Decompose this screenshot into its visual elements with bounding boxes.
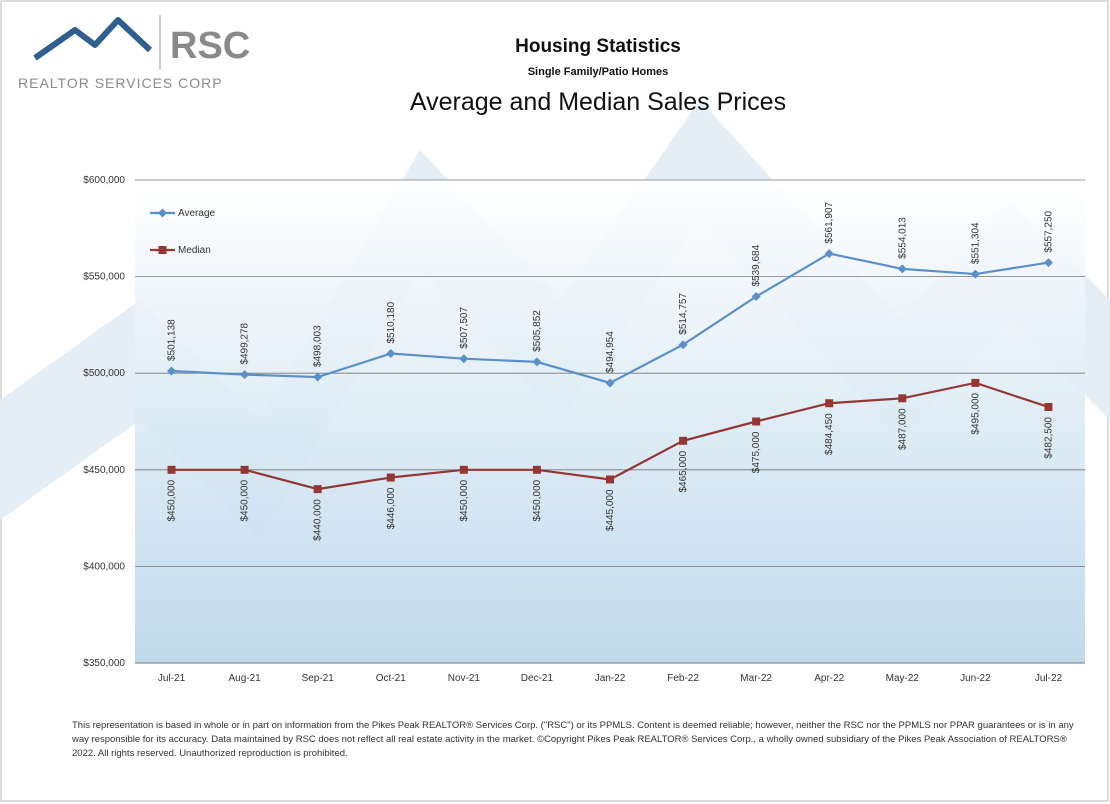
data-label: $450,000	[240, 479, 251, 521]
data-label: $482,500	[1043, 417, 1054, 459]
marker	[751, 292, 761, 302]
data-label: $501,138	[167, 319, 178, 361]
x-tick-label: Nov-21	[448, 673, 481, 684]
marker	[532, 357, 542, 367]
marker	[606, 475, 614, 484]
plot-area	[135, 180, 1085, 663]
marker	[167, 366, 177, 376]
data-label: $450,000	[532, 479, 543, 521]
marker	[825, 399, 834, 408]
legend-label: Median	[178, 245, 211, 256]
data-label: $495,000	[970, 392, 981, 434]
data-label: $465,000	[678, 450, 689, 492]
marker	[459, 465, 468, 474]
marker	[897, 264, 907, 274]
marker	[313, 372, 323, 382]
chart-title: Average and Median Sales Prices	[410, 88, 786, 116]
y-tick-label: $350,000	[83, 658, 125, 669]
x-tick-label: Oct-21	[376, 673, 406, 684]
data-label: $450,000	[459, 479, 470, 521]
x-tick-label: Apr-22	[814, 673, 844, 684]
x-tick-label: Dec-21	[521, 673, 554, 684]
data-label: $484,450	[824, 413, 835, 455]
footnote: This representation is based in whole or…	[72, 720, 1074, 759]
marker	[752, 417, 761, 426]
marker	[1044, 403, 1053, 412]
data-label: $487,000	[897, 408, 908, 450]
x-tick-label: Aug-21	[228, 673, 261, 684]
marker	[167, 465, 176, 474]
heading: Housing Statistics	[515, 36, 681, 57]
marker	[970, 269, 980, 279]
data-label: $498,003	[313, 325, 324, 367]
logo: RSC	[170, 25, 250, 67]
marker	[971, 378, 980, 387]
data-label: $561,907	[824, 201, 835, 243]
data-label: $514,757	[678, 293, 689, 335]
data-label: $507,507	[459, 307, 470, 349]
logo-mark	[33, 17, 153, 61]
legend-marker	[158, 208, 167, 218]
x-tick-label: Feb-22	[667, 673, 699, 684]
x-tick-label: May-22	[886, 673, 920, 684]
x-tick-label: Jul-22	[1035, 673, 1063, 684]
marker	[824, 249, 834, 259]
x-tick-label: Mar-22	[740, 673, 772, 684]
subheading: Single Family/Patio Homes	[528, 66, 669, 78]
y-tick-label: $450,000	[83, 465, 125, 476]
marker	[386, 473, 395, 482]
x-tick-label: Jun-22	[960, 673, 991, 684]
y-tick-label: $600,000	[83, 175, 125, 186]
marker	[678, 340, 688, 350]
data-label: $551,304	[970, 222, 981, 264]
marker	[240, 370, 250, 380]
y-tick-label: $400,000	[83, 561, 125, 572]
data-label: $499,278	[240, 322, 251, 364]
data-label: $557,250	[1043, 210, 1054, 252]
marker	[386, 349, 396, 359]
data-label: $510,180	[386, 301, 397, 343]
data-label: $554,013	[897, 217, 908, 259]
marker	[605, 378, 615, 388]
marker	[679, 436, 688, 445]
x-tick-label: Jan-22	[595, 673, 626, 684]
marker	[459, 354, 469, 364]
legend-marker	[158, 246, 167, 254]
marker	[898, 394, 907, 403]
data-label: $494,954	[605, 331, 616, 373]
y-tick-label: $500,000	[83, 368, 125, 379]
marker	[240, 465, 249, 474]
legend-label: Average	[178, 208, 216, 219]
data-label: $446,000	[386, 487, 397, 529]
marker	[313, 485, 322, 494]
data-label: $475,000	[751, 431, 762, 473]
x-tick-label: Sep-21	[302, 673, 335, 684]
data-label: $450,000	[167, 479, 178, 521]
data-label: $445,000	[605, 489, 616, 531]
data-label: $440,000	[313, 499, 324, 541]
x-tick-label: Jul-21	[158, 673, 186, 684]
data-label: $539,684	[751, 244, 762, 286]
data-label: $505,852	[532, 310, 543, 352]
y-tick-label: $550,000	[83, 272, 125, 283]
company: REALTOR SERVICES CORP	[18, 75, 223, 91]
marker	[1043, 258, 1053, 268]
marker	[532, 465, 541, 474]
